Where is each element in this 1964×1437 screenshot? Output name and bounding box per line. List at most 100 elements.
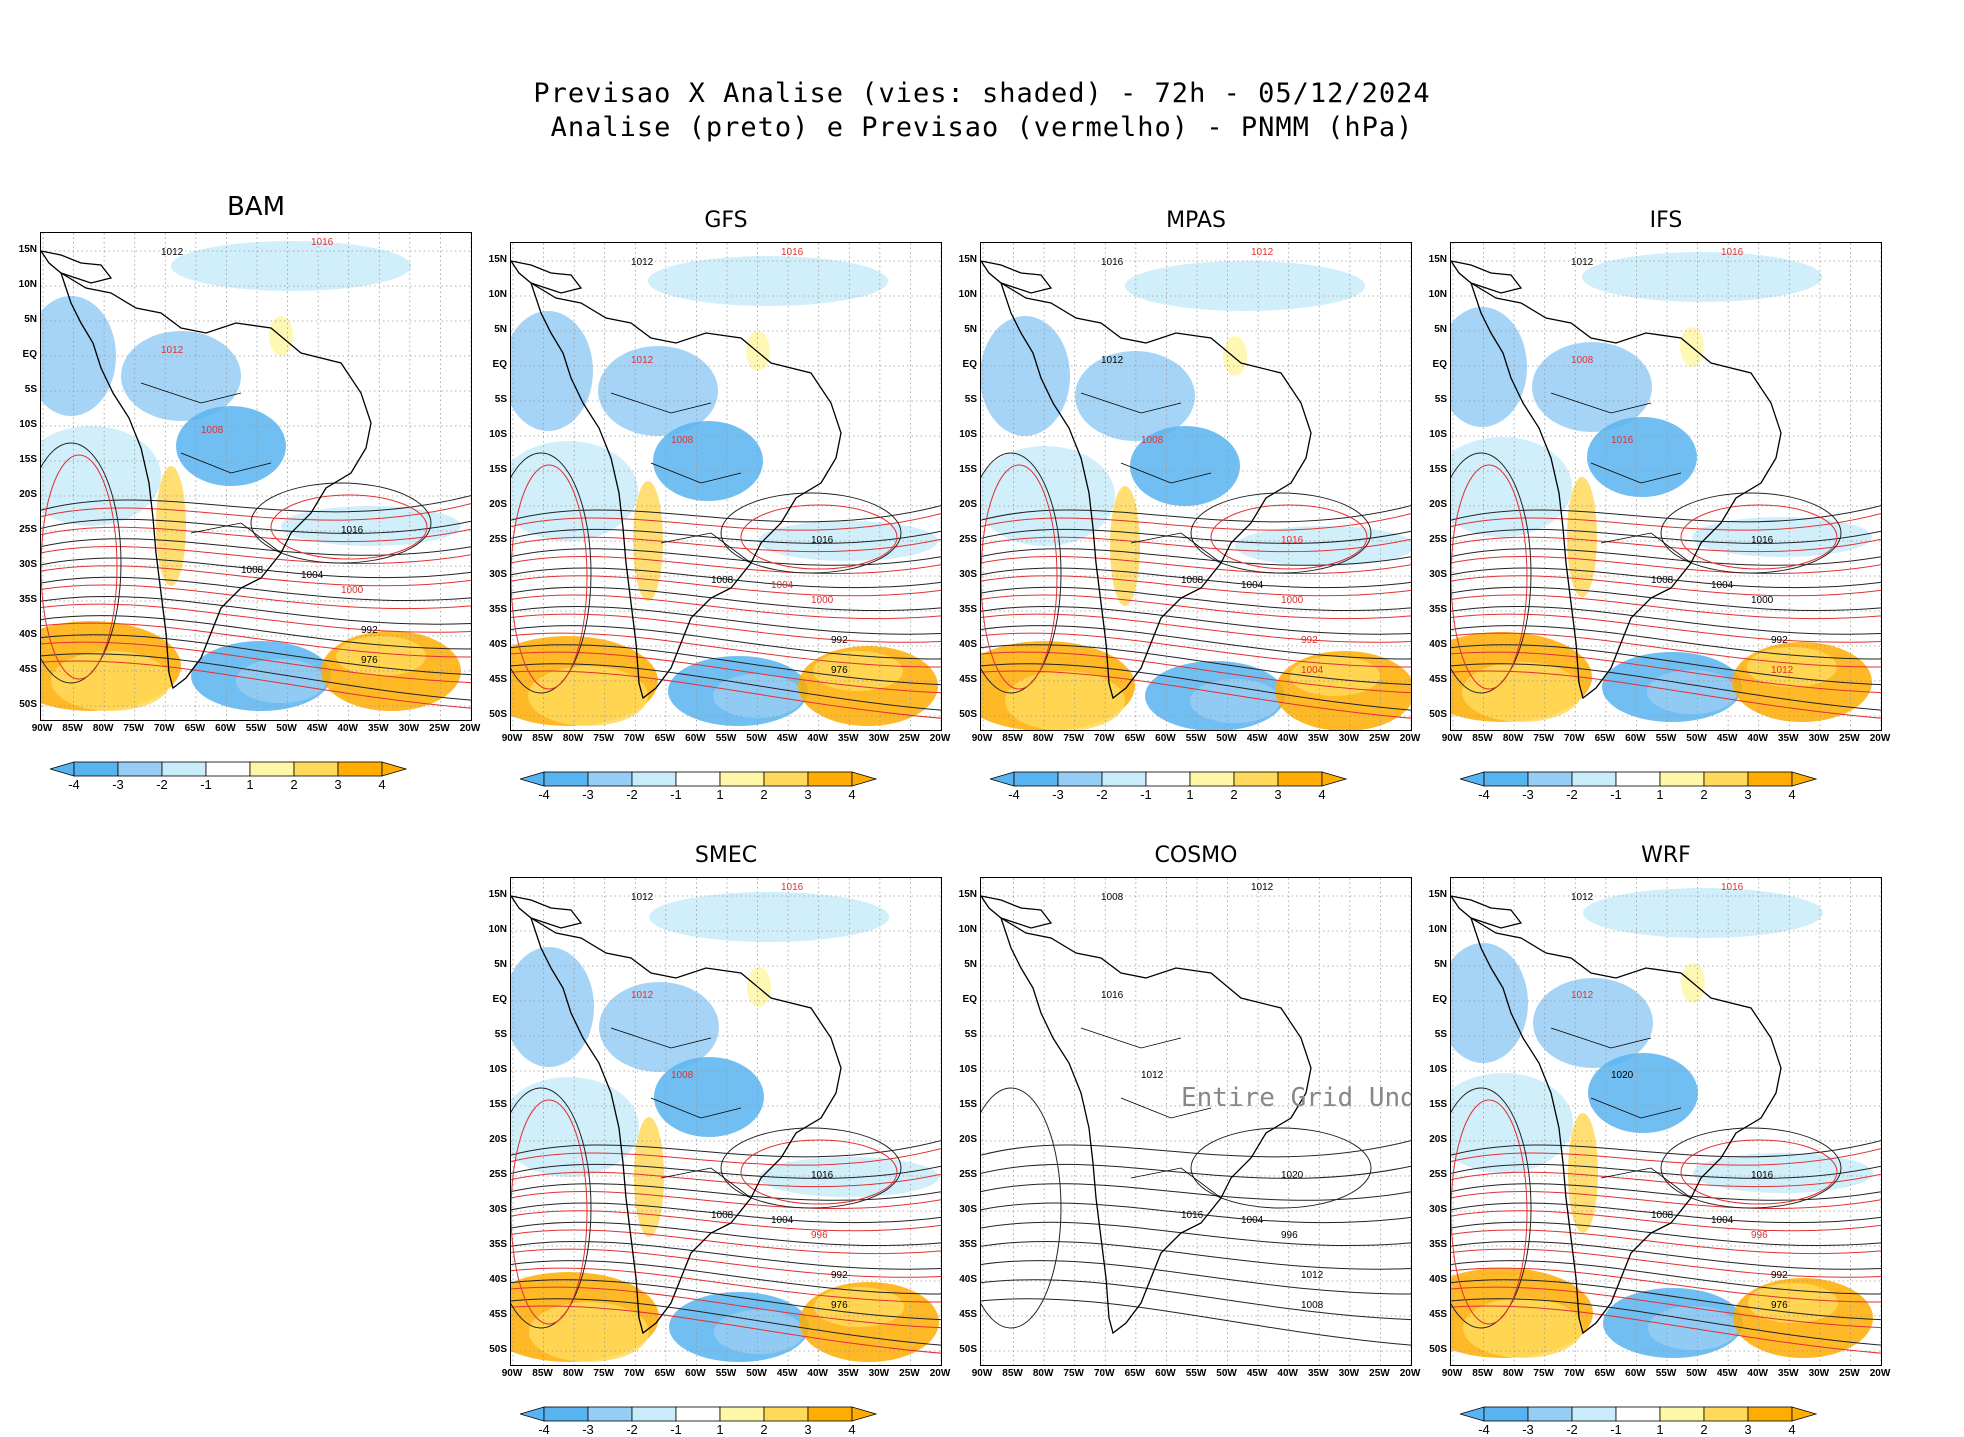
- analysis-isobar: [41, 615, 471, 650]
- colorbar-segment: [543, 1406, 589, 1422]
- isobar-label: 1008: [1571, 355, 1594, 366]
- lat-tick-label: 20S: [1429, 499, 1447, 510]
- colorbar-segment: [1571, 771, 1617, 787]
- forecast-isobar: [1451, 1267, 1881, 1303]
- forecast-isobar: [1680, 504, 1838, 570]
- panel-cosmo: COSMO 1012 1008 1016 1020 1004 996 1012 1008 1016…: [959, 843, 1421, 1423]
- analysis-isobar: [1451, 1163, 1881, 1179]
- analysis-isobar: [41, 634, 471, 676]
- colorbar-tick-label: 1: [1656, 1422, 1664, 1437]
- colorbar-segment: [1277, 771, 1323, 787]
- lat-tick-label: 35S: [959, 604, 977, 615]
- analysis-isobar: [250, 482, 432, 564]
- lat-tick-label: 5N: [1434, 324, 1447, 335]
- forecast-isobar: [1680, 1139, 1838, 1205]
- lat-tick-label: 40S: [489, 1274, 507, 1285]
- isobars: [511, 452, 941, 719]
- isobar-label: 1016: [1751, 535, 1774, 546]
- colorbar-tick-label: -4: [1478, 1422, 1490, 1437]
- lon-tick-label: 35W: [838, 1368, 859, 1379]
- colorbar-segment: [990, 771, 1015, 787]
- forecast-isobar: [511, 1210, 941, 1232]
- lat-tick-label: 20S: [19, 489, 37, 500]
- analysis-isobar: [41, 518, 471, 534]
- isobar-labels: 1016 1012 1008 1016 1004 996 992 976 1012 1008: [631, 882, 848, 1311]
- forecast-isobar: [511, 594, 941, 620]
- isobar-label: 1012: [631, 990, 654, 1001]
- lat-tick-label: 40S: [489, 639, 507, 650]
- forecast-isobar: [1451, 1229, 1881, 1255]
- lat-tick-label: 10N: [958, 924, 977, 935]
- isobar-labels: 1016 1012 1008 1016 1004 1000 992 976 1012 1008: [161, 237, 378, 666]
- colorbar-tick-label: 3: [334, 777, 342, 792]
- isobar-label: 1012: [1251, 882, 1274, 893]
- lat-tick-label: EQ: [22, 349, 37, 360]
- analysis-isobar: [1451, 1221, 1881, 1247]
- lon-tick-label: 40W: [1277, 1368, 1298, 1379]
- forecast-isobar: [1451, 1191, 1881, 1210]
- colorbar-tick-label: -2: [1566, 787, 1578, 802]
- colorbar: [520, 771, 878, 787]
- analysis-isobar: [41, 557, 471, 579]
- isobar-label: 1008: [201, 425, 224, 436]
- lon-tick-label: 90W: [1441, 733, 1463, 744]
- lat-tick-label: 10N: [488, 289, 507, 300]
- lat-tick-label: 20S: [959, 1134, 977, 1145]
- analysis-isobar: [41, 595, 471, 625]
- forecast-isobar: [511, 1305, 941, 1354]
- lat-tick-label: 40S: [1429, 1274, 1447, 1285]
- lat-tick-label: 5N: [494, 324, 507, 335]
- analysis-isobar: [511, 605, 941, 635]
- isobar-label: 1016: [1181, 1210, 1204, 1221]
- analysis-isobar: [41, 495, 471, 513]
- bias-area: [1451, 943, 1528, 1063]
- forecast-isobar: [1451, 670, 1881, 719]
- colorbar-tick-label: 2: [1230, 787, 1238, 802]
- lon-tick-label: 75W: [593, 733, 614, 744]
- lat-tick-label: 30S: [489, 569, 507, 580]
- lon-tick-label: 85W: [1472, 733, 1493, 744]
- colorbar: [1460, 1406, 1818, 1422]
- graticule: [1451, 243, 1881, 730]
- lon-tick-label: 60W: [685, 1368, 706, 1379]
- lon-tick-label: 50W: [746, 1368, 767, 1379]
- lon-tick-label: 70W: [1094, 733, 1115, 744]
- lat-tick-label: 25S: [19, 524, 37, 535]
- lon-tick-label: 20W: [1869, 1368, 1891, 1379]
- isobar-label: 1012: [631, 355, 654, 366]
- colorbar-tick-label: 2: [1700, 1422, 1708, 1437]
- isobar-label: 992: [831, 635, 848, 646]
- forecast-isobar: [1451, 536, 1881, 553]
- forecast-isobar: [511, 513, 941, 531]
- bias-area: [511, 311, 593, 431]
- lat-tick-label: 10S: [19, 419, 37, 430]
- forecast-isobar: [981, 613, 1411, 643]
- colorbar-tick-label: 3: [804, 1422, 812, 1437]
- forecast-isobar: [1451, 613, 1881, 643]
- colorbar-tick-label: -4: [538, 787, 550, 802]
- analysis-isobar: [1451, 1202, 1881, 1224]
- colorbar-segment: [807, 1406, 853, 1422]
- lon-tick-label: 45W: [1246, 1368, 1268, 1379]
- lon-tick-label: 55W: [245, 723, 267, 734]
- bias-area: [51, 651, 171, 711]
- forecast-isobar: [511, 1171, 941, 1188]
- colorbar-tick-label: -1: [1140, 787, 1152, 802]
- lat-tick-label: 20S: [1429, 1134, 1447, 1145]
- isobars: [1451, 1087, 1881, 1354]
- colorbar-segment: [1527, 771, 1573, 787]
- lon-tick-label: 65W: [1124, 733, 1146, 744]
- lon-tick-label: 45W: [1246, 733, 1268, 744]
- lon-tick-label: 80W: [1502, 733, 1524, 744]
- isobar-labels: 1016 1012 1008 1016 1004 996 992 976 1012 1020: [1571, 882, 1788, 1311]
- colorbar-segment: [1791, 1406, 1818, 1422]
- colorbar-tick-label: -2: [626, 787, 638, 802]
- isobar-label: 976: [361, 655, 378, 666]
- lat-tick-label: 25S: [959, 1169, 977, 1180]
- colorbar-segment: [1101, 771, 1147, 787]
- lat-tick-label: 45S: [959, 1309, 977, 1320]
- lat-tick-label: 15S: [1429, 1099, 1447, 1110]
- isobar-label: 1008: [1181, 575, 1204, 586]
- colorbar-tick-label: 1: [716, 787, 724, 802]
- colorbar-segment: [1571, 1406, 1617, 1422]
